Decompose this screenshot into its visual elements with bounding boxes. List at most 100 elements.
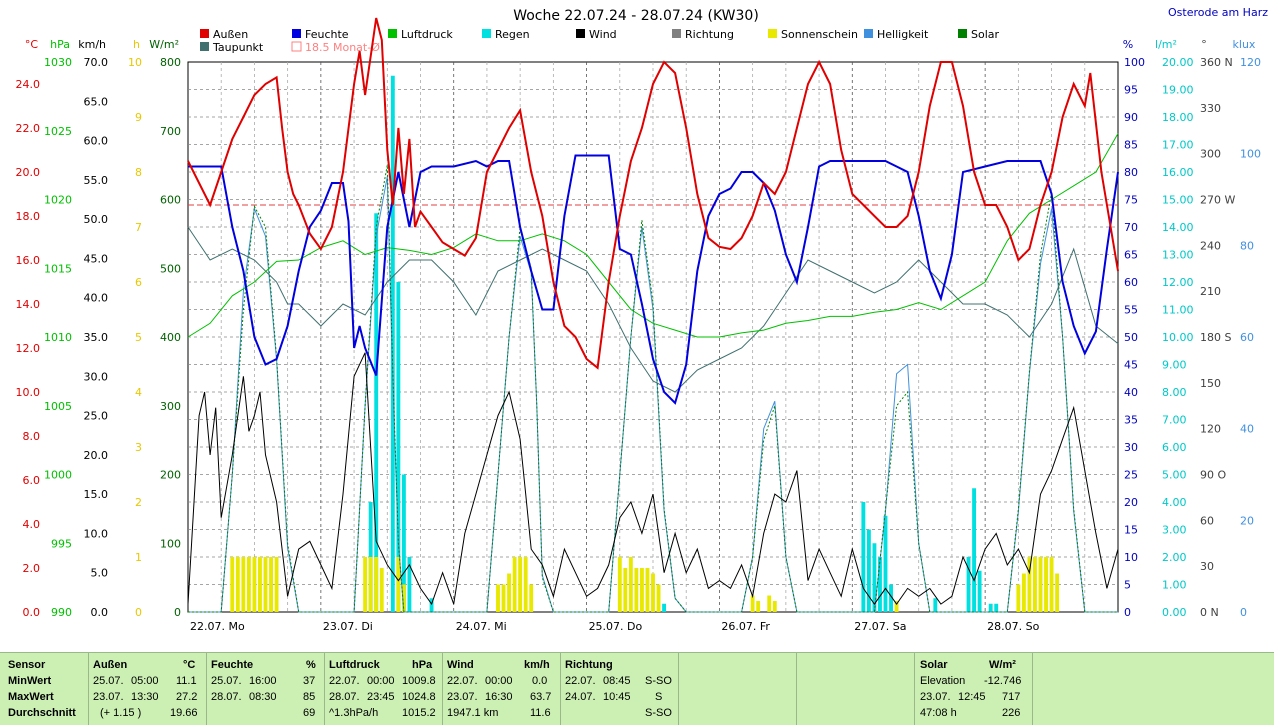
axis-unit: h (133, 38, 140, 51)
line-taupunkt (187, 226, 1119, 393)
solar-max-time: 12:45 (958, 691, 986, 703)
axis-tick-label: 35.0 (84, 331, 109, 344)
bars-sonnenschein (230, 557, 1060, 612)
axis-tick-label: 20.00 (1162, 56, 1194, 69)
axis-tick-label: 18.00 (1162, 111, 1194, 124)
axis-tick-label: 800 (160, 56, 181, 69)
bar-sonnenschein (756, 601, 761, 612)
richtung-max-val: S (655, 691, 663, 703)
luftdruck-min-time: 00:00 (367, 675, 395, 687)
axis-tick-label: 14.00 (1162, 221, 1194, 234)
axis-tick-label: 1000 (44, 469, 72, 482)
row-label-sensor: Sensor (8, 659, 46, 671)
bar-sonnenschein (529, 584, 534, 612)
bar-sonnenschein (1016, 584, 1021, 612)
axis-unit: % (1123, 38, 1133, 51)
axis-tick-label: 150 (1200, 377, 1221, 390)
axis-unit: hPa (50, 38, 70, 51)
wind-max-val: 63.7 (530, 691, 552, 703)
axis-tick-label: 75 (1124, 194, 1138, 207)
bar-sonnenschein (645, 568, 650, 612)
axis-tick-label: 6.0 (23, 474, 41, 487)
axis-tick-label: 11.00 (1162, 304, 1194, 317)
legend-swatch (864, 29, 873, 38)
axis-tick-label: 990 (51, 606, 72, 619)
axis-tick-label: 100 (1124, 56, 1145, 69)
chart-lines (187, 17, 1119, 613)
bar-regen (966, 557, 971, 612)
axis-tick-label: 19.00 (1162, 84, 1194, 97)
feuchte-min-time: 16:00 (249, 675, 277, 687)
richtung-max-time: 10:45 (603, 691, 631, 703)
bar-regen (994, 603, 999, 612)
footer-col-aussen: Außen °C 25.07. 05:00 11.1 23.07. 13:30 … (88, 653, 207, 725)
axis-tick-label: 7.00 (1162, 414, 1187, 427)
row-label-avg: Durchschnitt (8, 707, 76, 719)
weather-chart: Woche 22.07.24 - 28.07.24 (KW30) Osterod… (16, 6, 1269, 633)
bar-sonnenschein (258, 557, 262, 612)
axis-tick-label: 35 (1124, 414, 1138, 427)
axis-tick-label: 240 (1200, 239, 1221, 252)
bar-regen (407, 557, 412, 612)
legend-label: Solar (971, 28, 1000, 41)
solar-dur-val: 226 (1002, 707, 1021, 719)
axis-tick-label: 20 (1124, 496, 1138, 509)
bar-regen (883, 515, 888, 612)
bar-sonnenschein (512, 557, 517, 612)
axis-tick-label: 120 (1200, 423, 1221, 436)
axis-tick-label: 1005 (44, 400, 72, 413)
axis-tick-label: 100 (1240, 148, 1261, 161)
bar-sonnenschein (235, 557, 240, 612)
axis-tick-label: 4 (135, 386, 142, 399)
bar-sonnenschein (656, 584, 661, 612)
chart-axes: °C0.02.04.06.08.010.012.014.016.018.020.… (16, 38, 1262, 633)
solar-max-date: 23.07. (920, 691, 951, 703)
bar-regen (866, 529, 871, 612)
axis-tick-label: 9 (135, 111, 142, 124)
bar-sonnenschein (396, 557, 401, 612)
axis-tick-label: 20.0 (16, 166, 41, 179)
axis-tick-label: 1030 (44, 56, 72, 69)
luftdruck-min-val: 1009.8 (402, 675, 436, 687)
bar-sonnenschein (623, 568, 628, 612)
wind-max-date: 23.07. (447, 691, 478, 703)
row-label-max: MaxWert (8, 691, 54, 703)
luftdruck-avg-val: 1015.2 (402, 707, 436, 719)
wind-min-val: 0.0 (532, 675, 548, 687)
bars-regen (368, 75, 999, 612)
bar-sonnenschein (496, 584, 500, 612)
solar-elev-val: -12.746 (984, 675, 1022, 687)
bar-regen (374, 213, 379, 612)
axis-tick-label: 15.0 (84, 488, 109, 501)
legend-label: Sonnenschein (781, 28, 858, 41)
solar-unit: W/m² (989, 659, 1016, 671)
axis-tick-label: 25.0 (84, 410, 109, 423)
axis-tick-label: 50.0 (84, 213, 109, 226)
axis-unit: l/m² (1155, 38, 1177, 51)
axis-tick-label: 40 (1240, 423, 1254, 436)
axis-tick-label: 55 (1124, 304, 1138, 317)
bar-sonnenschein (1033, 557, 1037, 612)
bar-sonnenschein (894, 601, 899, 612)
legend-swatch (958, 29, 967, 38)
axis-left-2: km/h 0.0 5.0 10.0 15.0 20.0 25.0 30.0 35.0 40.0 45… (78, 38, 108, 619)
axis-tick-label: 70.0 (84, 56, 109, 69)
axis-tick-label: 45.0 (84, 252, 109, 265)
aussen-min-date: 25.07. (93, 675, 124, 687)
legend-label: Regen (495, 28, 530, 41)
bar-sonnenschein (379, 568, 384, 612)
axis-tick-label: 16.00 (1162, 166, 1194, 179)
legend-item: Sonnenschein (768, 28, 858, 41)
axis-tick-label: 8.0 (23, 430, 41, 443)
axis-tick-label: 16.0 (16, 254, 41, 267)
axis-tick-label: 6 (135, 276, 142, 289)
axis-tick-label: 1.00 (1162, 579, 1187, 592)
axis-tick-label: 15 (1124, 524, 1138, 537)
axis-tick-label: 4.00 (1162, 496, 1187, 509)
legend-item: Regen (482, 28, 530, 41)
wind-max-time: 16:30 (485, 691, 513, 703)
solar-title: Solar (920, 659, 948, 671)
legend-swatch (672, 29, 681, 38)
axis-tick-label: 100 (160, 537, 181, 550)
line-außen (187, 17, 1119, 370)
